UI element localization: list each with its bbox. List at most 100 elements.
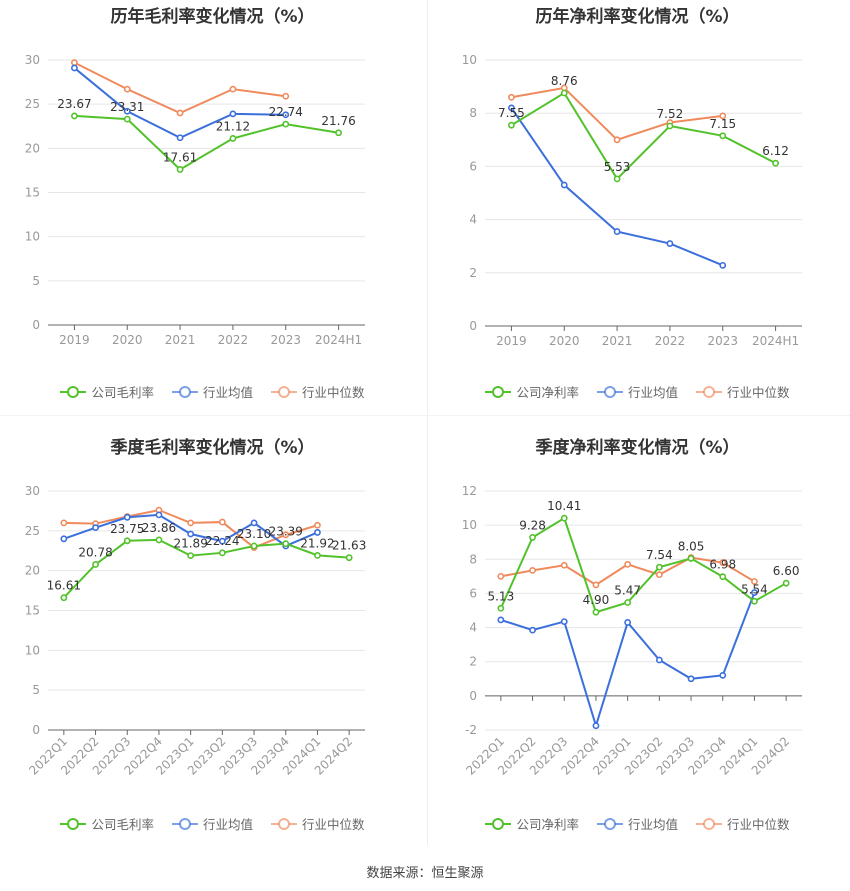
y-tick-label: 4 <box>469 213 477 227</box>
legend-item-company[interactable]: 公司毛利率 <box>60 382 154 401</box>
y-tick-label: 2 <box>469 655 477 669</box>
series-line-company <box>499 516 787 614</box>
data-label: 5.13 <box>487 589 514 603</box>
series-line-avg <box>500 592 756 730</box>
legend-item-avg[interactable]: 行业均值 <box>596 382 678 401</box>
data-label: 6.60 <box>773 564 800 578</box>
legend-item-company[interactable]: 公司净利率 <box>485 382 579 401</box>
y-tick-label: 4 <box>469 621 477 635</box>
chart-panel-quarterly-gross-margin: 季度毛利率变化情况（%） 0 5 10 15 20 25 30 2022Q1 2022Q2 202… <box>0 431 425 861</box>
data-point-company <box>666 122 674 130</box>
data-point-company <box>719 573 727 581</box>
x-tick-label: 2023 <box>270 333 301 347</box>
data-point-avg <box>719 671 727 679</box>
data-point-avg <box>155 511 163 519</box>
divider <box>427 0 428 845</box>
legend-item-company[interactable]: 公司毛利率 <box>60 814 154 833</box>
data-point-median <box>719 112 727 120</box>
y-tick-label: 5 <box>32 274 40 288</box>
data-point-median <box>497 572 505 580</box>
legend-label: 公司净利率 <box>516 817 579 832</box>
data-point-company <box>624 599 632 606</box>
legend-item-avg[interactable]: 行业均值 <box>171 382 253 401</box>
y-tick-label: 20 <box>25 141 40 155</box>
data-label: 23.10 <box>237 527 271 541</box>
legend-line-circle-icon <box>60 385 87 398</box>
legend: 公司净利率 行业均值 行业中位数 <box>425 814 850 833</box>
y-tick-label: 0 <box>32 318 40 332</box>
data-label: 5.54 <box>741 582 768 596</box>
data-label: 5.53 <box>604 160 631 174</box>
data-point-company <box>719 132 727 140</box>
data-point-company <box>592 608 600 616</box>
y-tick-label: 5 <box>32 683 40 697</box>
legend-item-median[interactable]: 行业中位数 <box>271 814 365 833</box>
legend-item-median[interactable]: 行业中位数 <box>696 814 790 833</box>
data-label: 6.98 <box>709 558 736 572</box>
data-label: 5.47 <box>614 583 641 597</box>
data-point-company <box>345 554 353 562</box>
y-tick-label: 20 <box>25 564 40 578</box>
data-point-median <box>508 93 515 101</box>
data-point-company <box>282 120 290 128</box>
data-label: 7.55 <box>498 106 525 120</box>
data-point-median <box>229 85 237 93</box>
data-point-company <box>751 597 758 605</box>
legend-label: 行业均值 <box>627 385 678 400</box>
data-point-company <box>92 561 99 568</box>
y-tick-label: 30 <box>25 53 40 67</box>
data-point-company <box>655 563 663 571</box>
legend-item-avg[interactable]: 行业均值 <box>596 814 678 833</box>
data-point-avg <box>687 675 695 683</box>
chart-title: 历年净利率变化情况（%） <box>535 7 740 27</box>
y-tick-label: 25 <box>25 524 40 538</box>
data-point-company <box>529 534 536 541</box>
legend-item-median[interactable]: 行业中位数 <box>696 382 790 401</box>
legend-label: 行业中位数 <box>727 817 790 832</box>
legend-label: 公司毛利率 <box>91 817 154 832</box>
data-point-company <box>560 514 568 522</box>
data-label: 23.31 <box>110 100 144 114</box>
data-point-avg <box>60 535 68 543</box>
data-point-median <box>624 561 632 568</box>
legend-item-median[interactable]: 行业中位数 <box>271 382 365 401</box>
data-point-company <box>123 115 131 123</box>
legend-label: 行业均值 <box>627 817 678 832</box>
data-point-median <box>187 519 195 527</box>
data-label: 23.39 <box>269 525 303 539</box>
legend-line-circle-icon <box>271 817 297 830</box>
line-chart: 0 5 10 15 20 25 30 2019 2020 2021 2022 2023 2024H1 23… <box>25 53 365 347</box>
data-point-avg <box>613 228 621 235</box>
data-label: 9.28 <box>519 518 546 532</box>
data-point-median <box>560 561 568 569</box>
data-point-company <box>71 112 78 120</box>
legend-item-avg[interactable]: 行业均值 <box>171 814 253 833</box>
x-tick-label: 2019 <box>496 334 527 348</box>
data-point-avg <box>71 64 78 72</box>
data-point-avg <box>592 722 600 730</box>
data-point-avg <box>508 104 515 112</box>
data-label: 4.90 <box>583 593 610 607</box>
data-point-company <box>687 555 695 562</box>
series-line-company <box>510 91 777 181</box>
data-point-avg <box>719 261 727 269</box>
y-tick-label: 6 <box>469 159 477 173</box>
data-point-avg <box>187 530 195 538</box>
data-point-avg <box>655 656 663 664</box>
line-chart: -20246810122022Q12022Q22022Q32022Q42023Q… <box>462 484 802 778</box>
data-label: 8.05 <box>678 539 705 553</box>
legend-item-company[interactable]: 公司净利率 <box>485 814 579 833</box>
data-point-company <box>497 604 505 612</box>
x-tick-label: 2022 <box>655 334 686 348</box>
data-label: 21.63 <box>332 539 366 553</box>
y-tick-label: 8 <box>469 552 477 566</box>
legend-line-circle-icon <box>271 385 297 398</box>
line-chart: 0 2 4 6 8 10 2019 2020 2021 2022 2023 2024H1 7.55 8.7… <box>462 53 802 348</box>
data-point-median <box>613 136 621 144</box>
legend: 公司毛利率 行业均值 行业中位数 <box>0 814 425 833</box>
data-label: 7.15 <box>709 117 736 131</box>
data-label: 7.52 <box>657 107 684 121</box>
data-label: 22.74 <box>269 105 303 119</box>
x-tick-label: 2021 <box>602 334 633 348</box>
series-line-median <box>511 86 723 141</box>
